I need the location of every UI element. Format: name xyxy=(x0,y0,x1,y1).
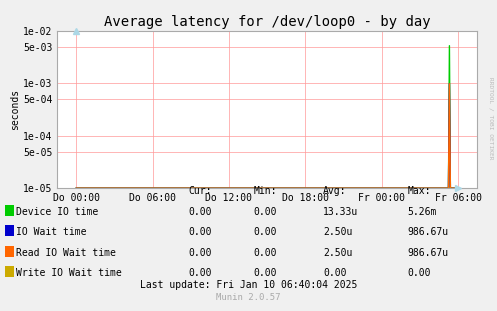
Text: Max:: Max: xyxy=(408,186,431,196)
Text: 0.00: 0.00 xyxy=(189,207,212,217)
Text: 0.00: 0.00 xyxy=(189,268,212,278)
Text: 0.00: 0.00 xyxy=(408,268,431,278)
Text: Munin 2.0.57: Munin 2.0.57 xyxy=(216,293,281,302)
Text: Read IO Wait time: Read IO Wait time xyxy=(16,248,116,258)
Text: 0.00: 0.00 xyxy=(323,268,346,278)
Text: 986.67u: 986.67u xyxy=(408,227,449,237)
Text: 0.00: 0.00 xyxy=(189,227,212,237)
Text: Min:: Min: xyxy=(253,186,277,196)
Text: Device IO time: Device IO time xyxy=(16,207,98,217)
Text: 2.50u: 2.50u xyxy=(323,248,352,258)
Title: Average latency for /dev/loop0 - by day: Average latency for /dev/loop0 - by day xyxy=(104,15,430,29)
Text: 0.00: 0.00 xyxy=(189,248,212,258)
Text: 13.33u: 13.33u xyxy=(323,207,358,217)
Y-axis label: seconds: seconds xyxy=(10,89,20,130)
Text: 0.00: 0.00 xyxy=(253,268,277,278)
Text: Last update: Fri Jan 10 06:40:04 2025: Last update: Fri Jan 10 06:40:04 2025 xyxy=(140,280,357,290)
Text: Avg:: Avg: xyxy=(323,186,346,196)
Text: Cur:: Cur: xyxy=(189,186,212,196)
Text: 0.00: 0.00 xyxy=(253,248,277,258)
Text: Write IO Wait time: Write IO Wait time xyxy=(16,268,122,278)
Text: RRDTOOL / TOBI OETIKER: RRDTOOL / TOBI OETIKER xyxy=(488,77,493,160)
Text: IO Wait time: IO Wait time xyxy=(16,227,87,237)
Text: 5.26m: 5.26m xyxy=(408,207,437,217)
Text: 986.67u: 986.67u xyxy=(408,248,449,258)
Text: 0.00: 0.00 xyxy=(253,227,277,237)
Text: 2.50u: 2.50u xyxy=(323,227,352,237)
Text: 0.00: 0.00 xyxy=(253,207,277,217)
